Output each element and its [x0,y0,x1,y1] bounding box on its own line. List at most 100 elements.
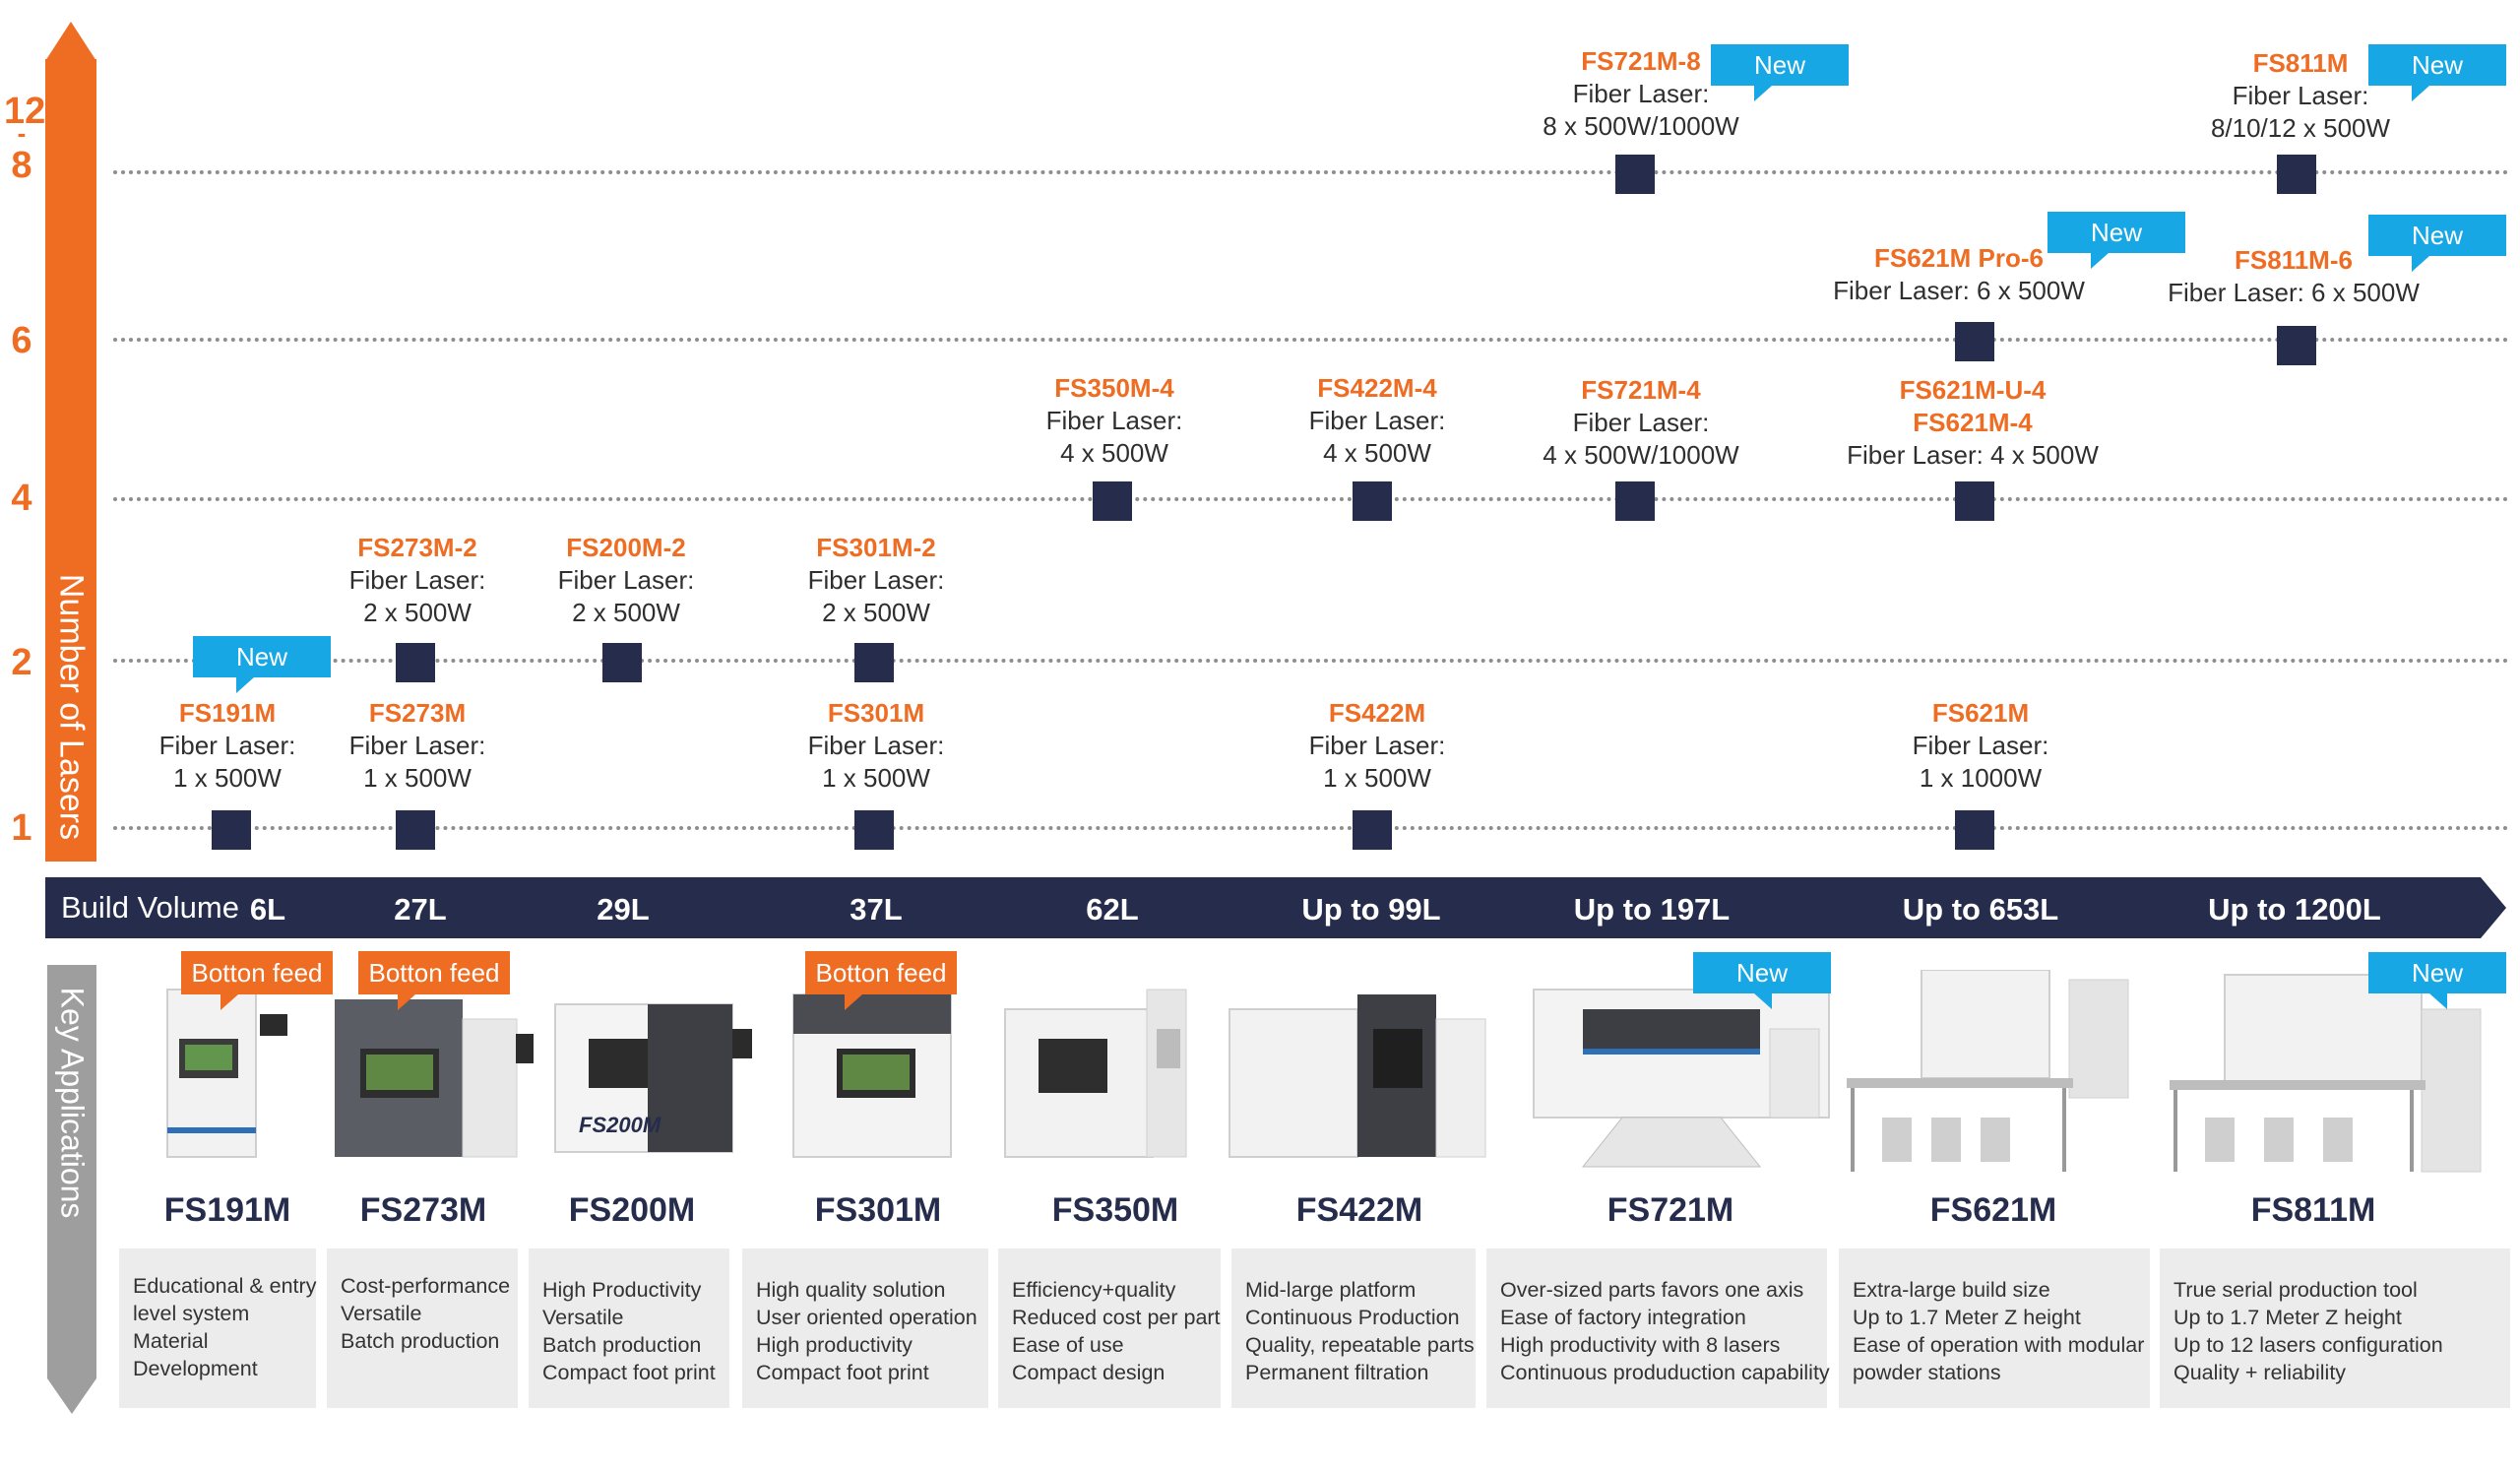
y-axis-arrow [45,59,96,862]
key-apps-arrow-tip [47,1378,96,1414]
machine-image-fs350m [1004,989,1187,1158]
bottom-feed-badge-fs191m: Botton feed [181,951,333,1010]
config-name: FS621M Pro-6 [1874,243,2044,273]
gridline-8 [113,170,2510,174]
config-laser-type: Fiber Laser: [1045,406,1183,435]
gridline-6 [113,338,2510,342]
build-volume-bar [45,877,2481,938]
marker-fs273m-2 [396,643,435,682]
config-laser-spec: 2 x 500W [572,598,680,627]
config-fs422m: FS422M Fiber Laser: 1 x 500W [1309,697,1446,795]
config-name-2: FS621M-4 [1913,408,2033,437]
config-laser-spec: 1 x 500W [1323,763,1431,793]
machine-name-fs350m: FS350M [1051,1191,1179,1229]
machine-name-fs422m: FS422M [1295,1191,1423,1229]
app-panel-fs422m: Mid-large platform Continuous Production… [1231,1248,1476,1408]
app-line: Up to 1.7 Meter Z height [1853,1306,2081,1329]
config-fs301m-2: FS301M-2 Fiber Laser: 2 x 500W [808,532,945,629]
machine-image-fs422m [1228,994,1486,1158]
build-volume-bar-tip [2481,877,2506,938]
app-line: High productivity with 8 lasers [1500,1333,1781,1357]
config-name: FS811M-6 [2235,245,2353,275]
bottom-feed-badge-fs301m: Botton feed [805,951,957,1010]
new-badge-fs191m: New [193,636,331,693]
config-name: FS422M-4 [1317,373,1437,403]
config-fs273m: FS273M Fiber Laser: 1 x 500W [349,697,486,795]
config-laser-spec: 4 x 500W [1323,438,1431,468]
new-badge-fs811m: New [2368,44,2506,101]
y-tick-6: 6 [11,320,32,361]
app-line: Batch production [341,1329,500,1353]
config-laser-type: Fiber Laser: [348,565,486,595]
app-line: True serial production tool [2174,1278,2418,1302]
gridline-1 [113,826,2510,830]
marker-fs621m-pro-6 [1955,322,1994,361]
key-apps-title: Key Applications [54,987,91,1219]
y-axis-title: Number of Lasers [52,573,91,841]
gridline-2 [113,659,2510,663]
config-laser-type: Fiber Laser: [348,731,486,760]
machine-name-fs273m: FS273M [359,1191,487,1229]
config-laser-spec: 4 x 500W/1000W [1543,440,1739,470]
config-name: FS273M [368,698,467,728]
marker-fs301m-2 [854,643,894,682]
config-laser-type: Fiber Laser: [2232,81,2369,110]
config-laser-spec: 4 x 500W [1060,438,1168,468]
app-line: Quality + reliability [2174,1361,2347,1384]
app-line: High quality solution [756,1278,946,1302]
config-laser-spec: 1 x 500W [173,763,282,793]
machine-name-fs621m: FS621M [1929,1191,2057,1229]
app-line: Up to 12 lasers configuration [2174,1333,2443,1357]
volume-37l: 37L [850,892,903,927]
app-line: Continuous produduction capability [1500,1361,1830,1384]
marker-fs621m-4 [1955,481,1994,521]
app-line: Compact design [1012,1361,1166,1384]
new-badge-machine-fs811m: New [2368,952,2506,1009]
config-fs811m: FS811M Fiber Laser: 8/10/12 x 500W [2211,47,2390,145]
config-name: FS811M [2252,48,2349,78]
config-name: FS422M [1328,698,1426,728]
config-name: FS273M-2 [357,533,477,562]
app-line: Ease of use [1012,1333,1124,1357]
config-name: FS200M-2 [566,533,686,562]
app-panel-fs273m: Cost-performance Versatile Batch product… [327,1248,518,1408]
volume-62l: 62L [1086,892,1139,927]
app-line: Quality, repeatable parts [1245,1333,1475,1357]
app-line: Continuous Production [1245,1306,1460,1329]
config-laser-type: Fiber Laser: [1572,79,1710,108]
config-laser-spec: Fiber Laser: 4 x 500W [1847,440,2099,470]
new-badge-machine-fs721m: New [1693,952,1831,1009]
marker-fs273m [396,810,435,850]
y-tick-4: 4 [11,478,32,519]
app-line: Development [133,1357,258,1380]
config-laser-type: Fiber Laser: [1912,731,2049,760]
app-line: powder stations [1853,1361,2001,1384]
config-fs721m-8: FS721M-8 Fiber Laser: 8 x 500W/1000W [1543,45,1738,143]
marker-fs721m-4 [1615,481,1655,521]
app-line: Material [133,1329,209,1353]
machine-image-fs273m [335,999,534,1158]
key-apps-arrow [47,965,96,1378]
config-laser-type: Fiber Laser: [557,565,695,595]
marker-fs191m [212,810,251,850]
config-laser-spec: Fiber Laser: 6 x 500W [2168,278,2420,307]
marker-fs811m [2277,155,2316,194]
marker-fs811m-6 [2277,326,2316,365]
new-badge-fs811m-6: New [2368,215,2506,272]
config-fs721m-4: FS721M-4 Fiber Laser: 4 x 500W/1000W [1543,374,1738,472]
config-name: FS301M-2 [816,533,936,562]
app-panel-fs350m: Efficiency+quality Reduced cost per part… [998,1248,1221,1408]
volume-29l: 29L [597,892,650,927]
app-line: Versatile [542,1306,624,1329]
app-line: level system [133,1302,250,1325]
volume-99l: Up to 99L [1301,892,1441,927]
machine-image-fs721m [1533,989,1830,1168]
config-laser-type: Fiber Laser: [1308,731,1446,760]
config-laser-spec: 1 x 500W [822,763,930,793]
app-line: Cost-performance [341,1274,511,1298]
app-line: Over-sized parts favors one axis [1500,1278,1804,1302]
new-badge-fs621m-pro-6: New [2048,212,2185,269]
app-line: Extra-large build size [1853,1278,2050,1302]
marker-fs422m-4 [1353,481,1392,521]
volume-27l: 27L [394,892,447,927]
